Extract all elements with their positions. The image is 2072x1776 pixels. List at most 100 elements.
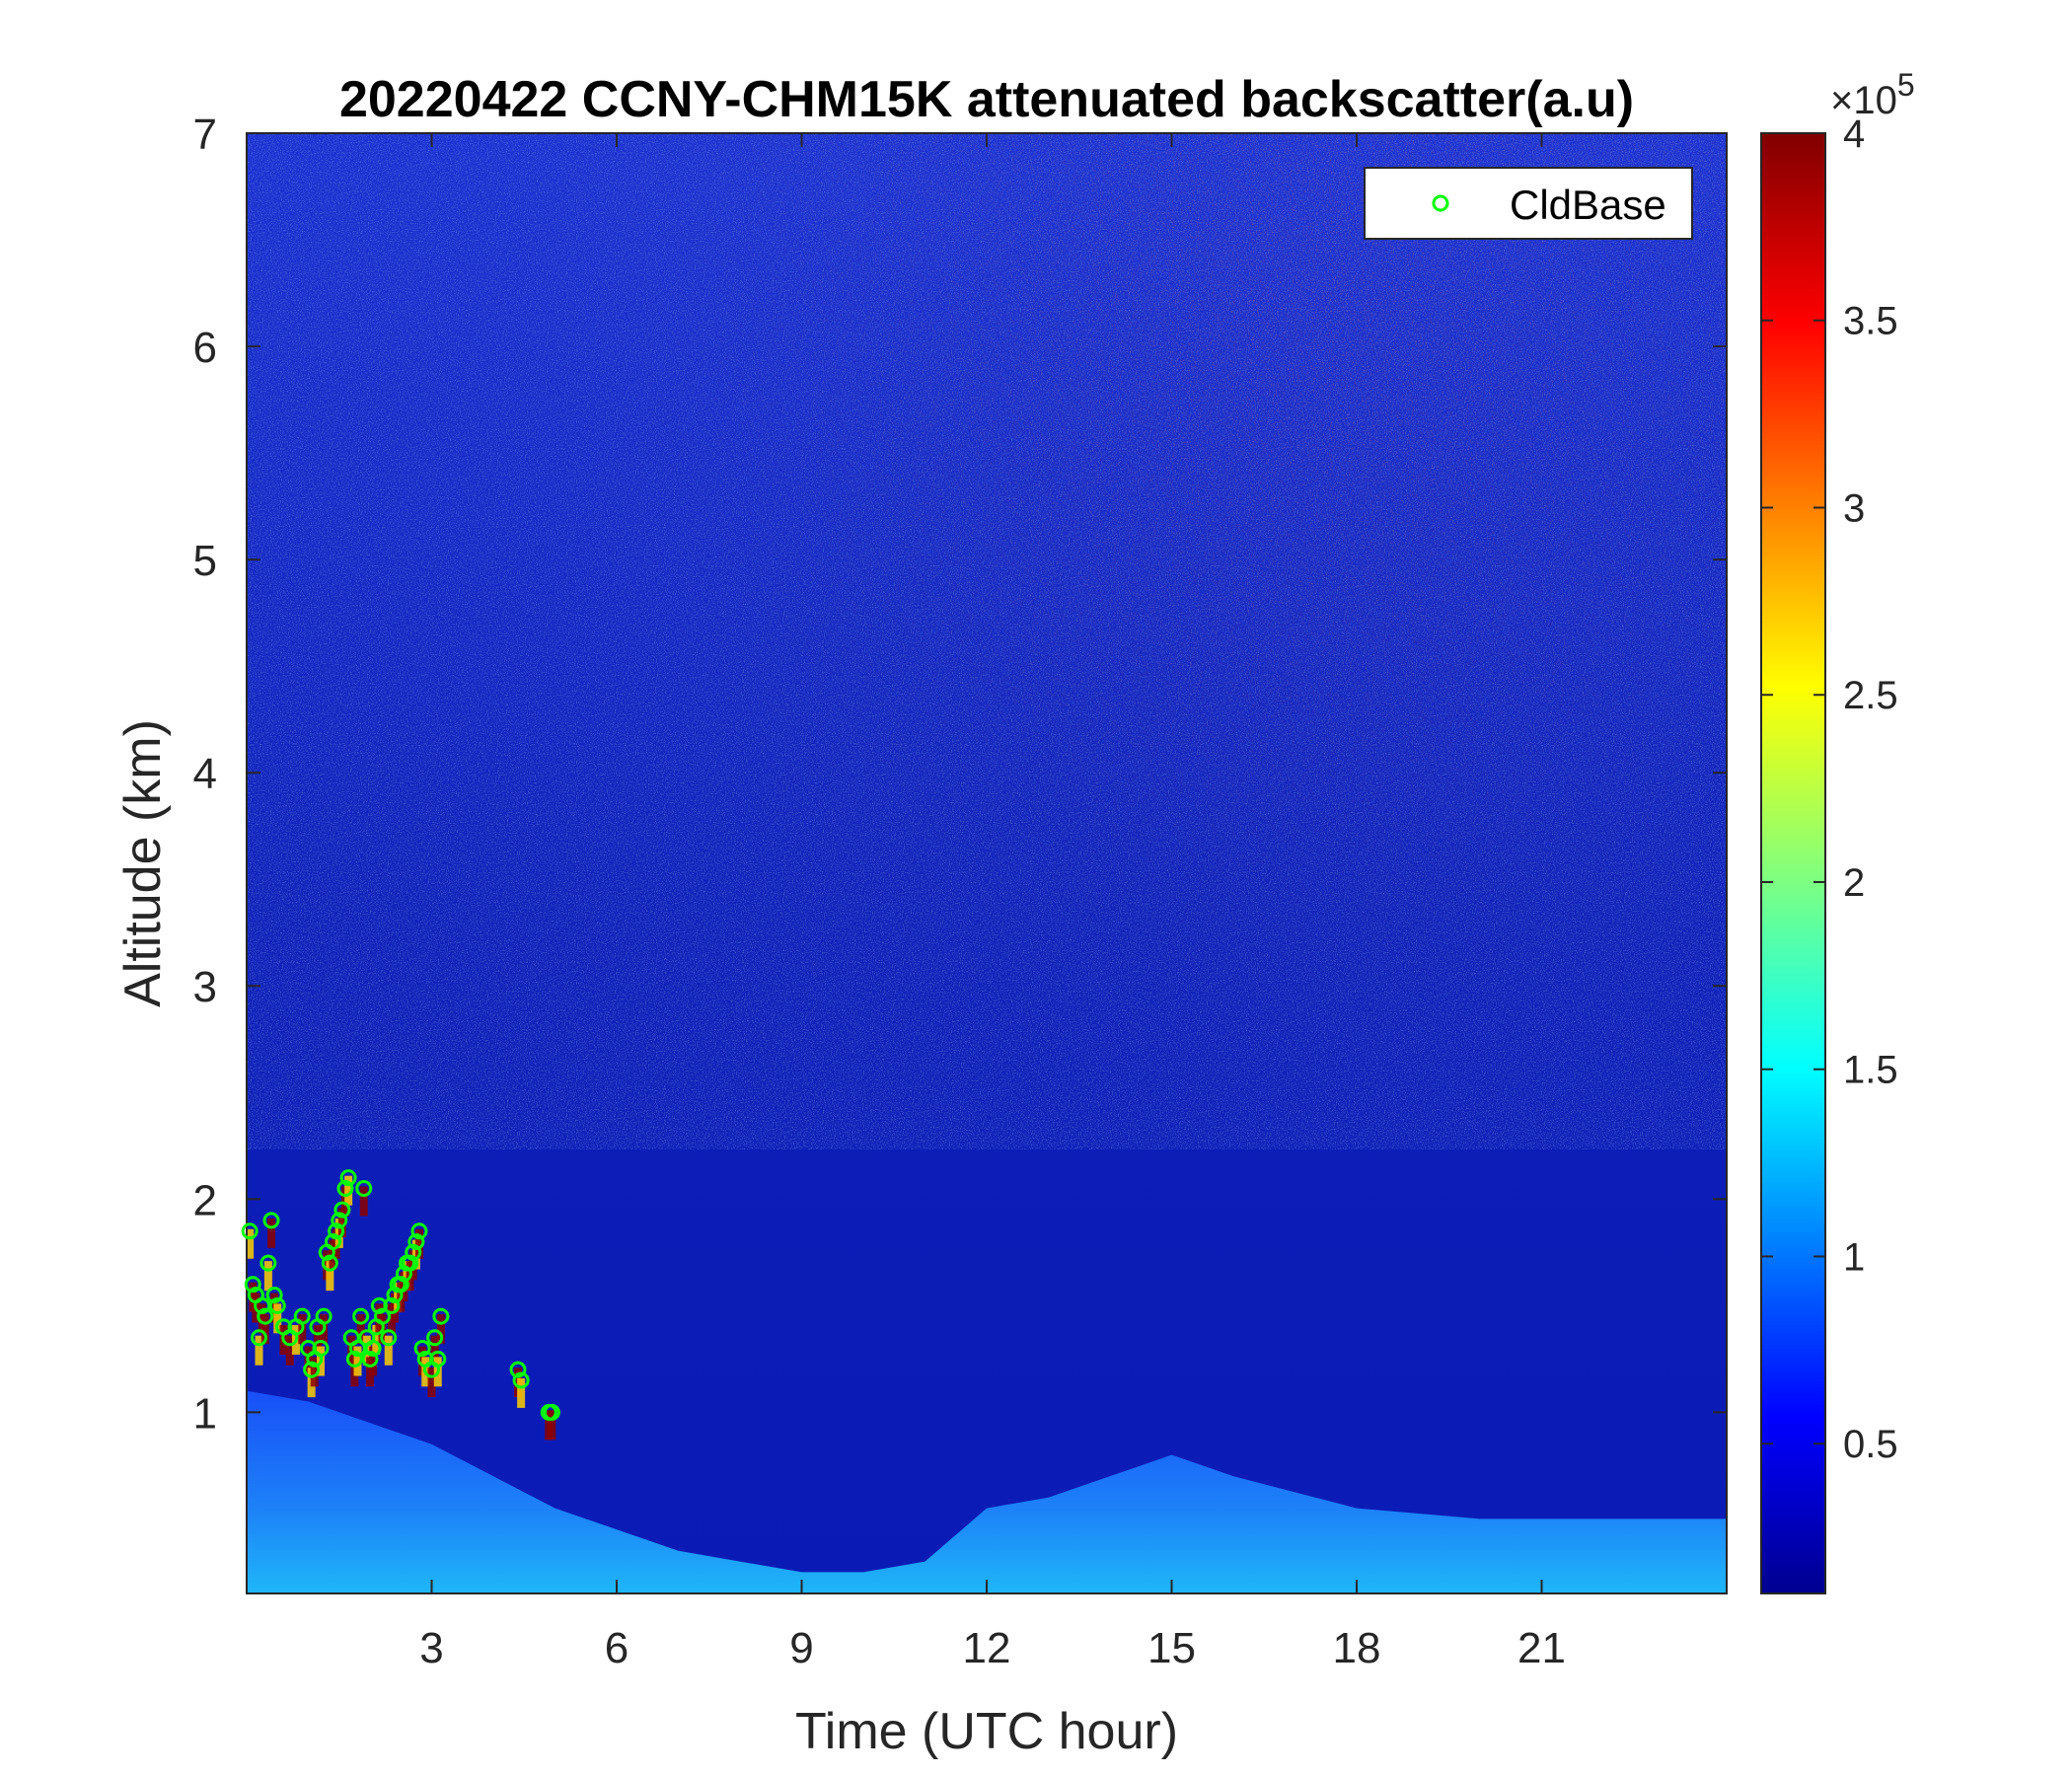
x-tick-label: 9 (789, 1624, 813, 1672)
cldbase-marker (262, 1212, 280, 1229)
x-axis-label: Time (UTC hour) (795, 1703, 1178, 1760)
colorbar-tick-label: 3.5 (1843, 300, 1898, 343)
cldbase-marker (364, 1340, 382, 1358)
cldbase-marker (265, 1287, 283, 1304)
cldbase-marker (355, 1179, 373, 1197)
cldbase-marker (383, 1296, 401, 1314)
y-tick-label: 4 (193, 750, 217, 798)
cloud-patch (344, 1175, 353, 1206)
colorbar-tick-label: 1 (1843, 1235, 1865, 1279)
cldbase-marker (339, 1169, 357, 1187)
y-axis-label: Altitude (km) (114, 719, 172, 1007)
x-tick-label: 12 (963, 1624, 1011, 1672)
cloud-patch (326, 1261, 334, 1292)
cloud-patch (337, 1208, 346, 1238)
y-tick-label: 3 (193, 963, 217, 1011)
cldbase-marker (380, 1329, 398, 1347)
colorbar-tick-label: 2.5 (1843, 674, 1898, 717)
boundary-layer (247, 1390, 1727, 1593)
cldbase-marker (352, 1307, 370, 1325)
cloud-patch (267, 1218, 275, 1248)
cldbase-marker (432, 1307, 450, 1325)
x-tick-label: 3 (419, 1624, 443, 1672)
cloud-patch (310, 1357, 319, 1387)
cloud-patch (427, 1368, 436, 1398)
cldbase-marker (512, 1371, 530, 1389)
cldbase-series (241, 1169, 560, 1421)
colorbar-tick-label: 0.5 (1843, 1423, 1898, 1466)
cldbase-marker (259, 1254, 277, 1272)
legend: CldBase (1364, 167, 1693, 240)
cldbase-marker (244, 1276, 261, 1294)
cloud-patch (430, 1335, 439, 1366)
cloud-patch (313, 1324, 322, 1355)
cloud-patch (285, 1335, 294, 1366)
cldbase-marker (349, 1340, 366, 1358)
cldbase-marker (303, 1361, 321, 1378)
cldbase-marker (254, 1296, 271, 1314)
cloud-patch (369, 1346, 378, 1376)
cloud-patch (247, 1228, 255, 1259)
cloud-patch (415, 1228, 423, 1259)
cloud-patch (384, 1335, 393, 1366)
cldbase-marker (268, 1296, 286, 1314)
cldbase-marker (543, 1403, 560, 1421)
y-tick-label: 6 (193, 324, 217, 372)
cldbase-marker (426, 1329, 444, 1347)
colorbar-gradient (1760, 132, 1826, 1594)
cldbase-marker (392, 1276, 409, 1294)
cldbase-marker (315, 1307, 333, 1325)
colorbar-tick-label: 2 (1843, 861, 1865, 905)
cldbase-marker (410, 1222, 428, 1240)
colorbar-tick-label: 1.5 (1843, 1049, 1898, 1092)
cloud-patch (359, 1186, 368, 1217)
colorbar: 0.5 1 1.5 2 2.5 3 3.5 4 ×105 (1760, 67, 1915, 1594)
cldbase-marker (336, 1179, 354, 1197)
cldbase-marker (429, 1350, 447, 1368)
cloud-patch (436, 1314, 445, 1345)
colorbar-ticks: 0.5 1 1.5 2 2.5 3 3.5 4 (1761, 112, 1898, 1466)
cldbase-marker (361, 1350, 379, 1368)
cldbase-marker (293, 1307, 311, 1325)
cloud-patch (548, 1410, 556, 1441)
y-tick-label: 7 (193, 111, 217, 159)
x-tick-label: 18 (1333, 1624, 1381, 1672)
heatmap (247, 133, 1727, 1593)
colorbar-tick-label: 4 (1843, 112, 1865, 156)
y-tick-label: 5 (193, 537, 217, 585)
cloud-patch (260, 1314, 269, 1345)
cldbase-marker (402, 1254, 419, 1272)
cldbase-marker (345, 1350, 363, 1368)
cldbase-marker (413, 1340, 431, 1358)
cloud-patch (353, 1346, 362, 1376)
cldbase-marker (325, 1233, 341, 1251)
y-axis: 1 2 3 4 5 6 7 (193, 111, 1727, 1438)
chart-title: 20220422 CCNY-CHM15K attenuated backscat… (339, 71, 1634, 128)
cldbase-marker (241, 1222, 259, 1240)
heatmap-red-noise (247, 133, 1727, 1149)
cloud-patch (273, 1303, 282, 1334)
cldbase-marker (257, 1307, 274, 1325)
cldbase-marker (321, 1254, 338, 1272)
cloud-patch (372, 1324, 381, 1355)
cldbase-marker (333, 1201, 351, 1219)
legend-label: CldBase (1510, 182, 1666, 228)
legend-marker-icon (1432, 194, 1449, 212)
colorbar-exponent-power: 5 (1897, 67, 1915, 103)
y-tick-label: 1 (193, 1389, 217, 1438)
x-tick-label: 15 (1147, 1624, 1196, 1672)
colorbar-tick-label: 3 (1843, 486, 1865, 530)
x-tick-label: 6 (605, 1624, 629, 1672)
x-axis: 3 6 9 12 15 18 21 (419, 133, 1566, 1672)
cldbase-marker (328, 1222, 345, 1240)
cloud-patch (356, 1314, 365, 1345)
cldbase-marker (405, 1243, 422, 1261)
cldbase-marker (407, 1233, 425, 1251)
y-tick-label: 2 (193, 1176, 217, 1224)
colorbar-exponent: ×105 (1830, 67, 1915, 122)
x-tick-label: 21 (1517, 1624, 1566, 1672)
cloud-patch (263, 1261, 272, 1292)
colorbar-exponent-base: ×10 (1830, 79, 1897, 122)
cloud-patch (517, 1377, 526, 1408)
